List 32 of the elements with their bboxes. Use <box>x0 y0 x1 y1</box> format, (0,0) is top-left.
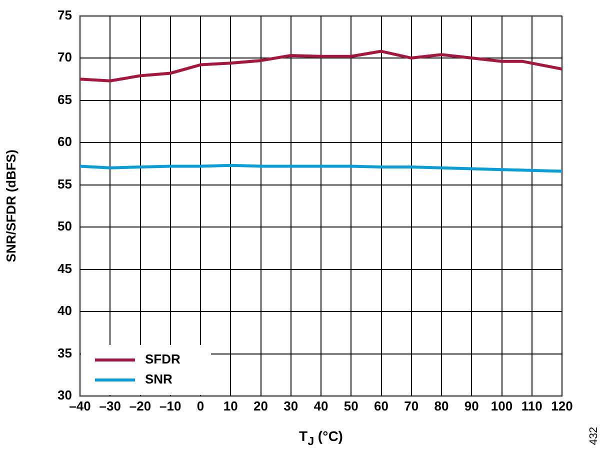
x-axis-title: T$_{J}$ (°C) <box>298 428 344 448</box>
x-tick-label: 0 <box>196 398 204 414</box>
y-tick-label: 75 <box>58 7 72 22</box>
x-tick-label: –20 <box>129 398 152 414</box>
y-tick-label: 45 <box>58 260 72 276</box>
y-tick-label: 40 <box>58 303 72 318</box>
x-tick-label: 30 <box>284 398 298 414</box>
x-tick-label: 60 <box>374 398 388 414</box>
x-tick-label: 90 <box>464 398 479 414</box>
x-tick-label: 80 <box>434 398 449 414</box>
x-tick-label: –30 <box>99 398 121 414</box>
y-tick-label: 65 <box>58 92 72 107</box>
text: 432 <box>588 426 600 446</box>
y-tick-label: 30 <box>58 388 72 403</box>
legend-label: SNR <box>145 372 174 387</box>
y-tick-label: 60 <box>58 134 72 150</box>
y-tick-label: 50 <box>58 218 72 234</box>
x-tick-label: 110 <box>521 398 542 414</box>
x-tick-label: 70 <box>404 398 419 414</box>
x-tick-label: 120 <box>551 398 573 414</box>
x-tick-label: 40 <box>314 398 328 414</box>
x-tick-label: –10 <box>160 398 182 414</box>
x-tick-label: –40 <box>69 398 91 414</box>
y-tick-label: 55 <box>58 176 72 192</box>
y-tick-label: 35 <box>58 345 72 360</box>
x-tick-label: 10 <box>223 398 238 414</box>
x-tick-label: 100 <box>490 398 513 414</box>
y-tick-label: 70 <box>58 50 72 65</box>
legend-label: SFDR <box>145 352 181 367</box>
x-tick-label: 50 <box>344 398 358 414</box>
y-axis-title: SNR/SFDR (dBFS) <box>3 150 18 262</box>
x-tick-label: 20 <box>254 398 268 414</box>
